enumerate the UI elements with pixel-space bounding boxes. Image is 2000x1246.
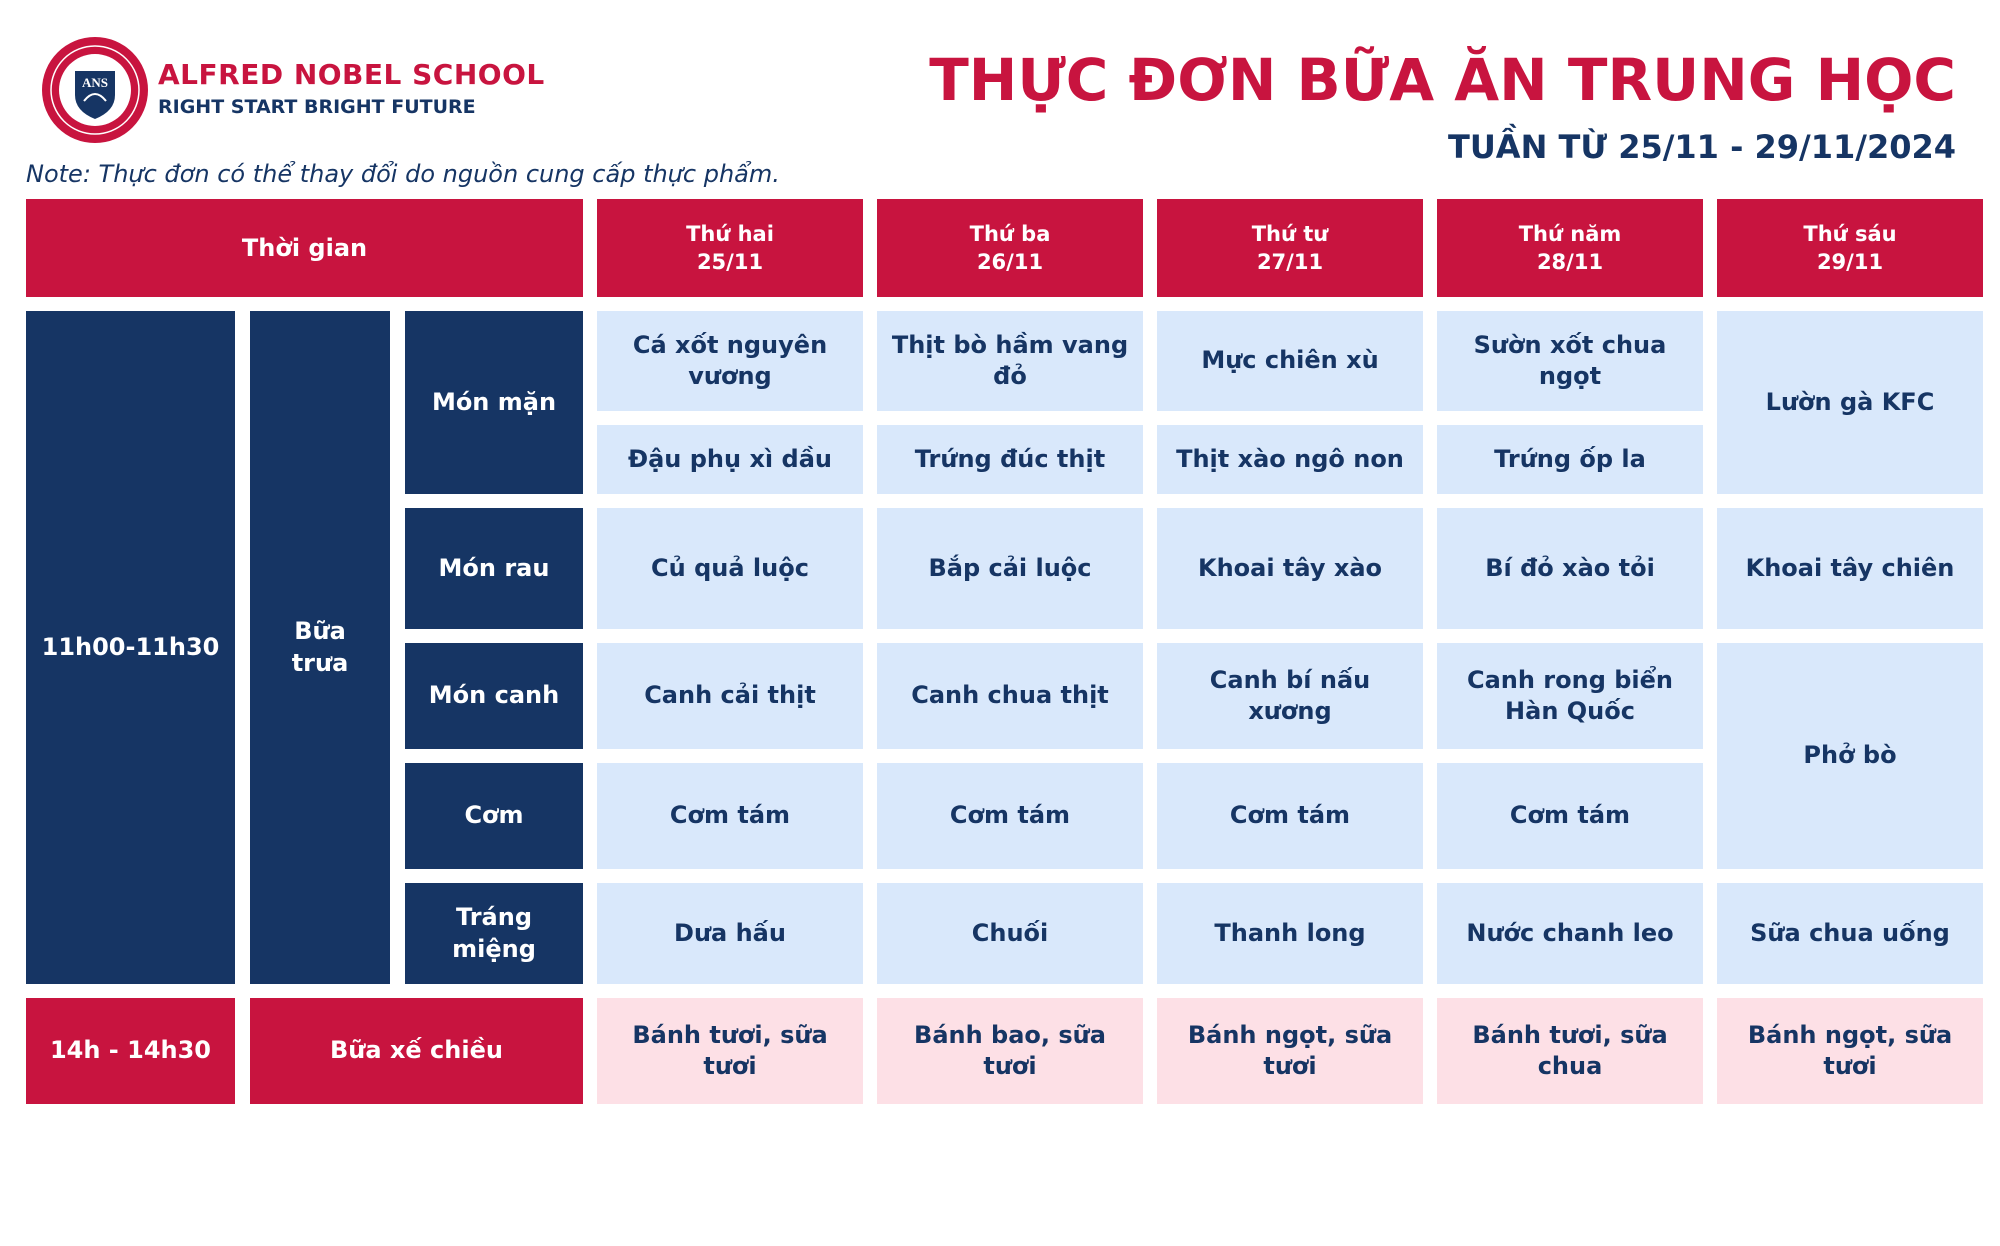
day-date: 29/11: [1816, 250, 1884, 274]
day-name: Thứ năm: [1518, 221, 1622, 246]
tue-main-2: Trứng đúc thịt: [877, 425, 1143, 494]
fri-dessert: Sữa chua uống: [1717, 883, 1983, 984]
mon-soup: Canh cải thịt: [597, 643, 863, 749]
tue-main-1: Thịt bò hầm vang đỏ: [877, 311, 1143, 411]
day-header-wed: Thứ tư 27/11: [1157, 199, 1423, 297]
day-header-tue: Thứ ba 26/11: [877, 199, 1143, 297]
tue-vegetable: Bắp cải luộc: [877, 508, 1143, 629]
snack-wed: Bánh ngọt, sữa tươi: [1157, 998, 1423, 1104]
snack-thu: Bánh tươi, sữa chua: [1437, 998, 1703, 1104]
lunch-meal-label: Bữa trưa: [250, 311, 390, 984]
tue-dessert: Chuối: [877, 883, 1143, 984]
school-name: ALFRED NOBEL SCHOOL: [158, 58, 545, 91]
day-name: Thứ sáu: [1803, 221, 1897, 246]
day-name: Thứ hai: [686, 221, 774, 246]
category-rice: Cơm: [405, 763, 583, 869]
snack-fri: Bánh ngọt, sữa tươi: [1717, 998, 1983, 1104]
snack-tue: Bánh bao, sữa tươi: [877, 998, 1143, 1104]
wed-rice: Cơm tám: [1157, 763, 1423, 869]
thu-rice: Cơm tám: [1437, 763, 1703, 869]
week-range: TUẦN TỪ 25/11 - 29/11/2024: [1447, 128, 1956, 166]
thu-soup: Canh rong biển Hàn Quốc: [1437, 643, 1703, 749]
wed-main-1: Mực chiên xù: [1157, 311, 1423, 411]
day-header-fri: Thứ sáu 29/11: [1717, 199, 1983, 297]
snack-meal-label: Bữa xế chiều: [250, 998, 583, 1104]
menu-note: Note: Thực đơn có thể thay đổi do nguồn …: [26, 160, 780, 188]
wed-soup: Canh bí nấu xương: [1157, 643, 1423, 749]
day-name: Thứ ba: [969, 221, 1051, 246]
wed-vegetable: Khoai tây xào: [1157, 508, 1423, 629]
logo-letters: ANS: [82, 75, 108, 90]
mon-main-1: Cá xốt nguyên vương: [597, 311, 863, 411]
mon-dessert: Dưa hấu: [597, 883, 863, 984]
school-slogan: RIGHT START BRIGHT FUTURE: [158, 96, 476, 118]
mon-vegetable: Củ quả luộc: [597, 508, 863, 629]
mon-main-2: Đậu phụ xì dầu: [597, 425, 863, 494]
snack-mon: Bánh tươi, sữa tươi: [597, 998, 863, 1104]
lunch-time: 11h00-11h30: [26, 311, 235, 984]
thu-dessert: Nước chanh leo: [1437, 883, 1703, 984]
day-date: 27/11: [1256, 250, 1324, 274]
day-date: 28/11: [1536, 250, 1604, 274]
time-header-label: Thời gian: [241, 233, 368, 262]
school-logo: ANS: [40, 35, 150, 145]
fri-soup-rice: Phở bò: [1717, 643, 1983, 869]
category-dessert: Tráng miệng: [405, 883, 583, 984]
snack-time: 14h - 14h30: [26, 998, 235, 1104]
day-date: 25/11: [696, 250, 764, 274]
tue-soup: Canh chua thịt: [877, 643, 1143, 749]
day-header-thu: Thứ năm 28/11: [1437, 199, 1703, 297]
wed-dessert: Thanh long: [1157, 883, 1423, 984]
time-header: Thời gian: [26, 199, 583, 297]
tue-rice: Cơm tám: [877, 763, 1143, 869]
fri-main: Lườn gà KFC: [1717, 311, 1983, 494]
day-date: 26/11: [976, 250, 1044, 274]
thu-main-2: Trứng ốp la: [1437, 425, 1703, 494]
fri-vegetable: Khoai tây chiên: [1717, 508, 1983, 629]
day-header-mon: Thứ hai 25/11: [597, 199, 863, 297]
mon-rice: Cơm tám: [597, 763, 863, 869]
thu-vegetable: Bí đỏ xào tỏi: [1437, 508, 1703, 629]
category-vegetable: Món rau: [405, 508, 583, 629]
day-name: Thứ tư: [1251, 221, 1329, 246]
page-title: THỰC ĐƠN BỮA ĂN TRUNG HỌC: [929, 46, 1956, 114]
thu-main-1: Sườn xốt chua ngọt: [1437, 311, 1703, 411]
category-soup: Món canh: [405, 643, 583, 749]
category-main: Món mặn: [405, 311, 583, 494]
wed-main-2: Thịt xào ngô non: [1157, 425, 1423, 494]
